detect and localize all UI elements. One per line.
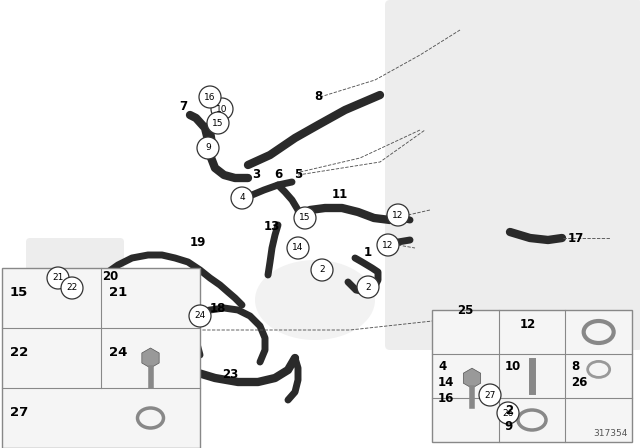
Text: 1: 1	[364, 246, 372, 259]
Text: 2: 2	[319, 266, 325, 275]
Text: 23: 23	[222, 369, 238, 382]
Text: 11: 11	[332, 189, 348, 202]
Circle shape	[479, 384, 501, 406]
Text: 16: 16	[204, 92, 216, 102]
Text: 5: 5	[294, 168, 302, 181]
Text: 16: 16	[438, 392, 454, 405]
Text: 12: 12	[392, 211, 404, 220]
Text: 9: 9	[205, 143, 211, 152]
Text: 26: 26	[502, 409, 514, 418]
Text: 6: 6	[274, 168, 282, 181]
Circle shape	[61, 277, 83, 299]
Text: 24: 24	[195, 311, 205, 320]
Bar	[2, 268, 200, 448]
Text: 12: 12	[520, 318, 536, 331]
Bar	[2, 295, 132, 443]
Circle shape	[189, 305, 211, 327]
Circle shape	[377, 234, 399, 256]
Text: 24: 24	[109, 346, 127, 359]
Text: 2: 2	[365, 283, 371, 292]
Polygon shape	[142, 348, 159, 368]
Text: 18: 18	[210, 302, 226, 314]
FancyBboxPatch shape	[385, 0, 640, 350]
Text: 8: 8	[572, 360, 580, 373]
Circle shape	[211, 98, 233, 120]
Text: 12: 12	[382, 241, 394, 250]
Text: 26: 26	[572, 376, 588, 389]
Text: 15: 15	[300, 214, 311, 223]
Circle shape	[199, 86, 221, 108]
Circle shape	[287, 237, 309, 259]
Bar	[432, 310, 632, 442]
Text: 14: 14	[438, 376, 454, 389]
Text: 20: 20	[102, 270, 118, 283]
Circle shape	[207, 112, 229, 134]
Circle shape	[47, 267, 69, 289]
Text: 7: 7	[179, 100, 187, 113]
Circle shape	[294, 207, 316, 229]
Circle shape	[357, 276, 379, 298]
Text: 10: 10	[505, 360, 521, 373]
Text: 21: 21	[52, 273, 64, 283]
Text: 13: 13	[264, 220, 280, 233]
Text: 25: 25	[457, 303, 473, 316]
Text: 8: 8	[314, 90, 322, 103]
Text: 27: 27	[10, 406, 28, 419]
FancyBboxPatch shape	[26, 238, 124, 324]
Polygon shape	[463, 368, 481, 388]
Text: 9: 9	[505, 420, 513, 433]
Text: 22: 22	[67, 284, 77, 293]
Circle shape	[231, 187, 253, 209]
Circle shape	[197, 137, 219, 159]
Text: 21: 21	[109, 286, 127, 299]
Circle shape	[311, 259, 333, 281]
Circle shape	[387, 204, 409, 226]
Text: 15: 15	[10, 286, 28, 299]
Text: 10: 10	[216, 104, 228, 113]
Text: 3: 3	[252, 168, 260, 181]
Ellipse shape	[255, 260, 375, 340]
Text: 4: 4	[438, 360, 446, 373]
Text: 27: 27	[484, 391, 496, 400]
Text: 317354: 317354	[594, 429, 628, 438]
Text: 22: 22	[10, 346, 28, 359]
Text: 15: 15	[212, 119, 224, 128]
Text: 2: 2	[505, 404, 513, 417]
Circle shape	[497, 402, 519, 424]
Text: 4: 4	[239, 194, 245, 202]
Text: 19: 19	[190, 237, 206, 250]
Text: 17: 17	[568, 232, 584, 245]
Text: 14: 14	[292, 244, 304, 253]
